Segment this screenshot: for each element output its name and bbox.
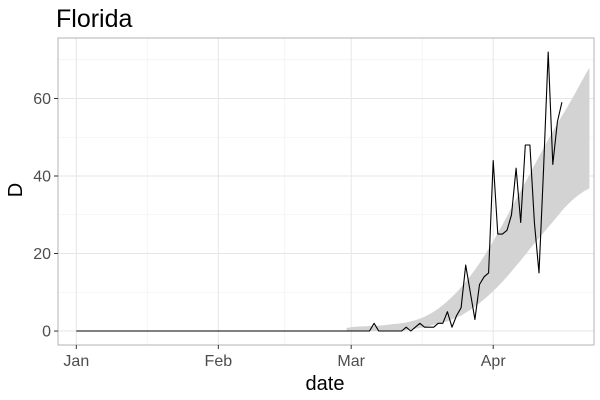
chart-title: Florida — [56, 5, 133, 33]
plot-panel-border — [57, 37, 595, 346]
y-tick-label: 20 — [33, 246, 51, 263]
x-tick-label: Apr — [481, 353, 507, 370]
minor-gridlines — [58, 38, 594, 345]
x-tick-label: Jan — [63, 353, 89, 370]
y-axis-title: D — [5, 183, 27, 197]
y-tick-label: 40 — [33, 168, 51, 185]
y-tick-label: 0 — [42, 324, 51, 341]
confidence-band — [346, 67, 590, 332]
series-line — [76, 51, 563, 332]
x-axis: Jan Feb Mar Apr — [63, 345, 506, 370]
x-axis-title: date — [306, 373, 345, 395]
y-axis: 0 20 40 60 — [33, 91, 58, 341]
x-tick-label: Mar — [337, 353, 365, 370]
y-tick-label: 60 — [33, 91, 51, 108]
x-tick-label: Feb — [205, 353, 233, 370]
